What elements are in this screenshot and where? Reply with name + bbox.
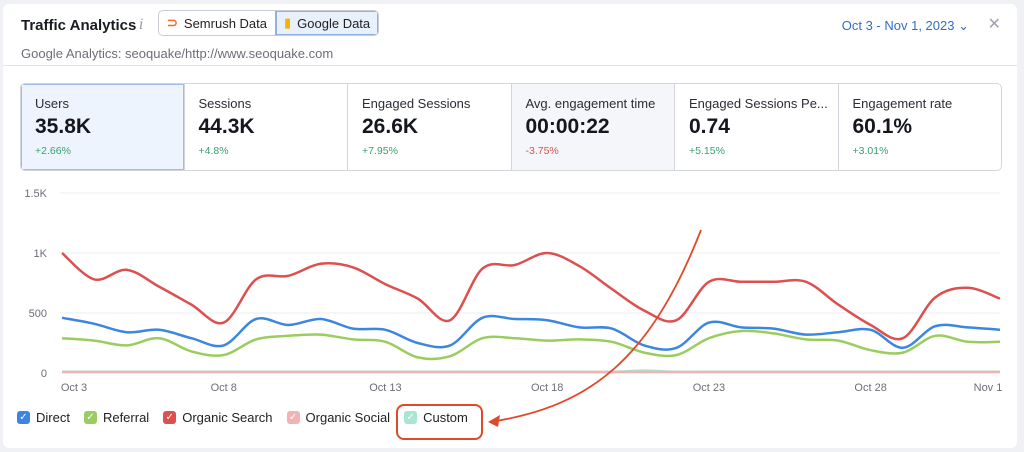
x-tick-label: Oct 28 bbox=[854, 382, 886, 394]
legend-label: Organic Social bbox=[305, 410, 391, 425]
metric-card-1[interactable]: Sessions 44.3K +4.8% bbox=[183, 84, 348, 170]
metric-value: 0.74 bbox=[689, 115, 730, 138]
checkbox-checked-icon[interactable]: ✓ bbox=[163, 411, 177, 424]
series-line-direct bbox=[61, 314, 1001, 351]
metric-delta: +2.66% bbox=[35, 145, 71, 157]
metric-value: 60.1% bbox=[852, 115, 913, 138]
metric-label: Engagement rate bbox=[852, 96, 953, 111]
chevron-down-icon: ⌄ bbox=[958, 18, 969, 33]
x-tick-label: Oct 23 bbox=[693, 382, 725, 394]
date-range-picker[interactable]: Oct 3 - Nov 1, 2023 ⌄ bbox=[841, 18, 969, 33]
checkbox-checked-icon[interactable]: ✓ bbox=[17, 411, 30, 424]
metric-delta: +4.8% bbox=[198, 145, 229, 157]
metrics-row: Users 35.8K +2.66% Sessions 44.3K +4.8% En… bbox=[20, 83, 1002, 171]
x-tick-label: Nov 1 bbox=[974, 382, 1003, 394]
metric-label: Engaged Sessions Pe... bbox=[689, 96, 828, 111]
metric-label: Engaged Sessions bbox=[362, 96, 471, 111]
y-tick-label: 500 bbox=[29, 308, 47, 320]
metric-value: 00:00:22 bbox=[525, 115, 610, 138]
data-source-toggle: ⊃ Semrush Data ▮ Google Data bbox=[158, 10, 380, 36]
metric-delta: +3.01% bbox=[852, 145, 889, 157]
chart-legend: ✓ Direct ✓ Referral ✓ Organic Search ✓ Organic … bbox=[17, 410, 468, 425]
y-tick-label: 0 bbox=[41, 368, 47, 380]
semrush-data-button[interactable]: ⊃ Semrush Data bbox=[167, 15, 267, 31]
x-tick-label: Oct 8 bbox=[211, 382, 237, 394]
metric-value: 35.8K bbox=[35, 115, 92, 138]
checkbox-checked-icon[interactable]: ✓ bbox=[286, 411, 300, 424]
annotation-arrow bbox=[495, 229, 702, 422]
google-data-button[interactable]: ▮ Google Data bbox=[275, 11, 379, 35]
metric-delta: -3.75% bbox=[525, 145, 559, 157]
semrush-logo-icon: ⊃ bbox=[167, 15, 178, 30]
arrowhead-icon bbox=[488, 415, 500, 427]
metric-card-0[interactable]: Users 35.8K +2.66% bbox=[21, 84, 184, 170]
legend-label: Organic Search bbox=[182, 410, 273, 425]
metric-value: 44.3K bbox=[198, 115, 255, 138]
legend-item-direct[interactable]: ✓ Direct bbox=[17, 410, 70, 425]
series-line-organic-search bbox=[61, 251, 1001, 341]
close-icon[interactable]: ✕ bbox=[987, 16, 1001, 33]
info-icon[interactable]: i bbox=[139, 17, 144, 33]
metric-delta: +5.15% bbox=[689, 145, 725, 157]
widget-title: Traffic Analytics bbox=[21, 17, 137, 34]
x-tick-label: Oct 3 bbox=[61, 382, 87, 394]
traffic-analytics-card: Traffic Analytics i ⊃ Semrush Data ▮ Googl… bbox=[3, 4, 1017, 448]
account-subtitle: Google Analytics: seoquake/http://www.se… bbox=[21, 46, 334, 61]
legend-label: Referral bbox=[102, 410, 150, 425]
y-tick-label: 1.5K bbox=[24, 188, 47, 200]
metric-card-3[interactable]: Avg. engagement time 00:00:22 -3.75% bbox=[510, 84, 674, 170]
y-tick-label: 1K bbox=[34, 248, 48, 260]
metric-card-5[interactable]: Engagement rate 60.1% +3.01% bbox=[837, 84, 1002, 170]
metric-label: Users bbox=[35, 96, 69, 111]
legend-label: Custom bbox=[423, 410, 468, 425]
legend-item-referral[interactable]: ✓ Referral bbox=[83, 410, 150, 425]
metric-label: Sessions bbox=[198, 96, 252, 111]
legend-item-organic-social[interactable]: ✓ Organic Social bbox=[286, 410, 391, 425]
metric-delta: +7.95% bbox=[362, 145, 398, 157]
annotation-highlight-box bbox=[396, 404, 483, 440]
legend-item-custom[interactable]: ✓ Custom bbox=[404, 410, 468, 425]
checkbox-checked-icon[interactable]: ✓ bbox=[83, 411, 97, 424]
metric-card-4[interactable]: Engaged Sessions Pe... 0.74 +5.15% bbox=[674, 84, 838, 170]
metric-card-2[interactable]: Engaged Sessions 26.6K +7.95% bbox=[347, 84, 511, 170]
x-tick-label: Oct 13 bbox=[369, 382, 401, 394]
divider bbox=[3, 65, 1017, 66]
metric-label: Avg. engagement time bbox=[525, 96, 656, 111]
metric-value: 26.6K bbox=[362, 115, 419, 138]
x-tick-label: Oct 18 bbox=[531, 382, 563, 394]
series-line-referral bbox=[61, 329, 1001, 361]
checkbox-checked-icon[interactable]: ✓ bbox=[404, 411, 418, 424]
google-analytics-icon: ▮ bbox=[284, 15, 292, 30]
legend-label: Direct bbox=[36, 410, 70, 425]
legend-item-organic-search[interactable]: ✓ Organic Search bbox=[163, 410, 273, 425]
